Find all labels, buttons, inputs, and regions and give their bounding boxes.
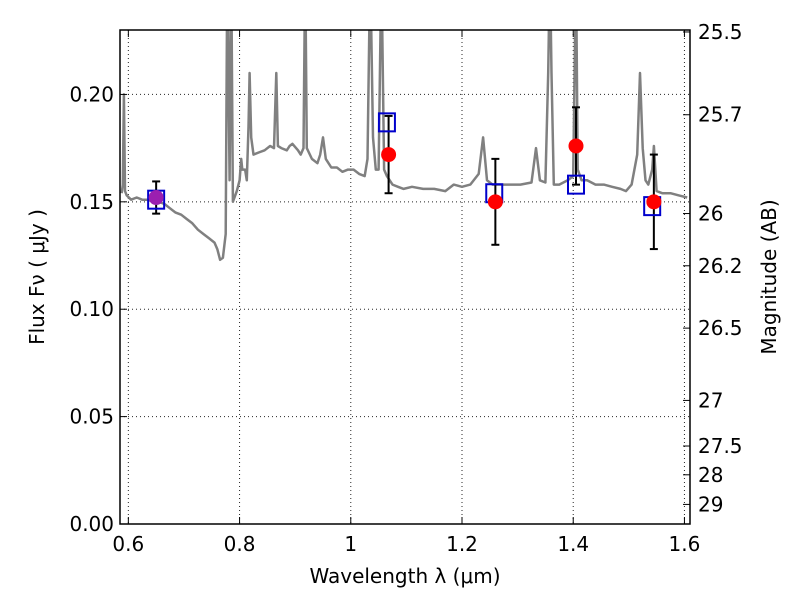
y-tick-label: 0.05 (69, 405, 114, 429)
x-tick-label: 0.8 (224, 532, 256, 556)
y-tick-label: 0.00 (69, 512, 114, 536)
x-tick-label: 1.4 (557, 532, 589, 556)
y-tick-label: 0.10 (69, 297, 114, 321)
y2-tick-label: 27 (698, 388, 723, 412)
plot-area (120, 30, 688, 262)
y2-tick-label: 29 (698, 492, 723, 516)
x-tick-label: 1.2 (446, 532, 478, 556)
x-tick-label: 0.6 (112, 532, 144, 556)
observed-point (568, 138, 584, 154)
x-tick-label: 1.6 (669, 532, 701, 556)
observed-point (381, 147, 397, 163)
axis-ticks: 0.6 0.8 1 1.2 1.4 1.6 0.00 0.05 0.10 0.15 0.20 25.5… (69, 20, 742, 556)
y2-tick-label: 26.2 (698, 254, 743, 278)
observed-point (148, 190, 164, 206)
y2-tick-label: 26.5 (698, 316, 743, 340)
y2-tick-label: 28 (698, 463, 723, 487)
y-tick-label: 0.15 (69, 190, 114, 214)
observed-point (646, 194, 662, 210)
y2-tick-label: 25.7 (698, 103, 743, 127)
y-tick-label: 0.20 (69, 82, 114, 106)
y2-axis-label: Magnitude (AB) (757, 199, 781, 354)
model-photometry-square (567, 174, 585, 195)
observed-point (487, 194, 503, 210)
model-photometry-square (377, 112, 396, 133)
y-axis-label: Flux Fν ( μJy ) (25, 209, 49, 345)
x-axis-label: Wavelength λ (μm) (309, 564, 500, 588)
grid (120, 30, 690, 524)
y2-tick-label: 27.5 (698, 434, 743, 458)
model-spectrum-line (120, 30, 688, 262)
y2-tick-label: 26 (698, 202, 723, 226)
y2-tick-label: 25.5 (698, 20, 743, 44)
plot-frame (119, 29, 691, 525)
x-tick-label: 1 (344, 532, 357, 556)
